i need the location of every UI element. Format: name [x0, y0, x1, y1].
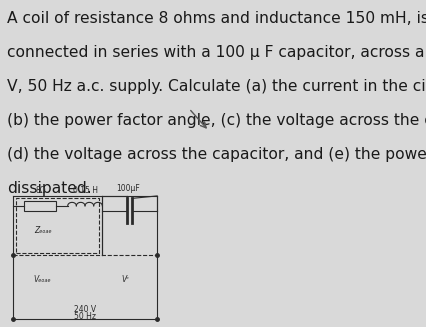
Text: (d) the voltage across the capacitor, and (e) the power: (d) the voltage across the capacitor, an…	[7, 147, 426, 162]
Text: 0.15 H: 0.15 H	[72, 186, 98, 195]
Text: Vₑₒₐₑ: Vₑₒₐₑ	[33, 275, 51, 284]
Text: dissipated.: dissipated.	[7, 181, 92, 196]
Text: 240 V: 240 V	[74, 305, 96, 314]
Text: connected in series with a 100 μ F capacitor, across a 240: connected in series with a 100 μ F capac…	[7, 45, 426, 60]
Text: (b) the power factor angle, (c) the voltage across the coil,: (b) the power factor angle, (c) the volt…	[7, 113, 426, 128]
Bar	[16, 198, 99, 252]
Text: 8Ω: 8Ω	[35, 186, 46, 195]
Text: V, 50 Hz a.c. supply. Calculate (a) the current in the circuit,: V, 50 Hz a.c. supply. Calculate (a) the …	[7, 79, 426, 94]
Text: A coil of resistance 8 ohms and inductance 150 mH, is: A coil of resistance 8 ohms and inductan…	[7, 11, 426, 26]
Text: Vᶜ: Vᶜ	[121, 275, 130, 284]
Text: Zₑₒₐₑ: Zₑₒₐₑ	[35, 226, 52, 235]
Bar	[24, 201, 56, 211]
Text: 50 Hz: 50 Hz	[74, 312, 96, 321]
Text: 100μF: 100μF	[116, 184, 140, 194]
